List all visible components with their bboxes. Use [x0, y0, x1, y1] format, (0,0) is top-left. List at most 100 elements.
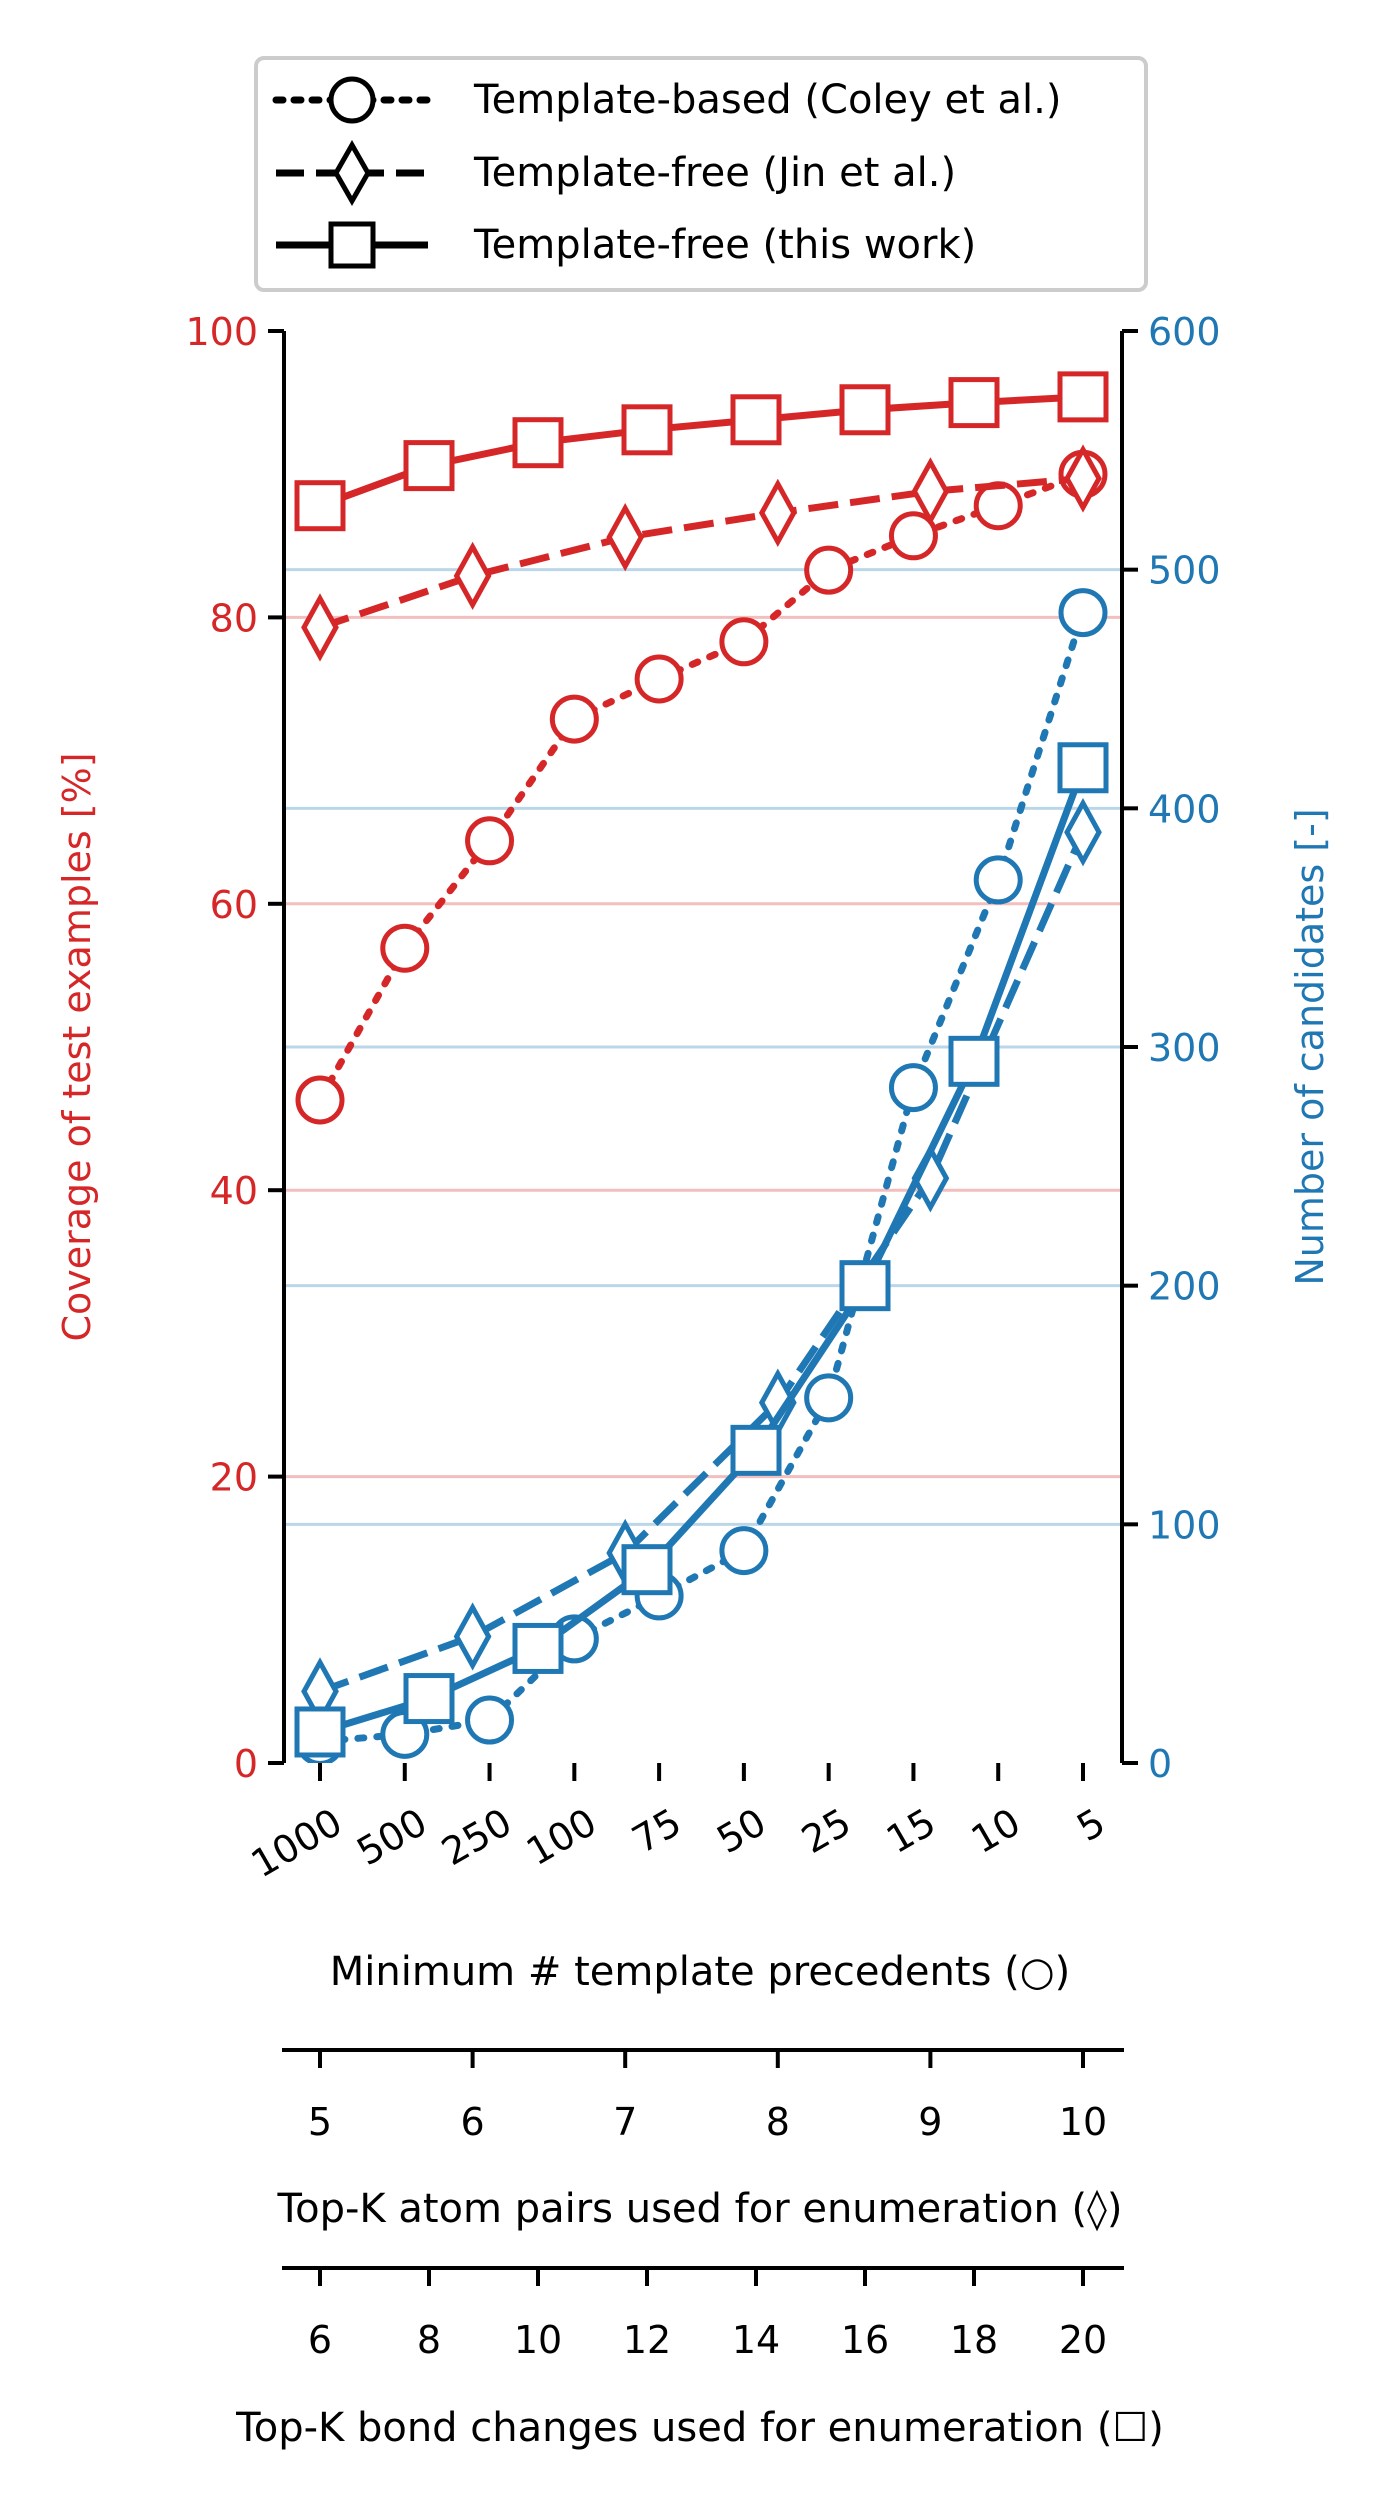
bond-changes-tick-label: 8	[417, 2318, 441, 2362]
right-tick-label: 300	[1148, 1026, 1221, 1070]
series-circle-candidates	[295, 588, 1108, 1763]
bond-changes-tick-label: 12	[623, 2318, 671, 2362]
series-line-candidates	[318, 830, 1087, 1695]
template-precedents-axis-title: Minimum # template precedents (○)	[330, 1949, 1070, 1995]
right-tick-label: 600	[1148, 310, 1221, 354]
square-data-point	[1057, 742, 1109, 794]
left-tick-label: 60	[210, 883, 258, 927]
legend-entry-template-based: Template-based (Coley et al.)	[272, 76, 1061, 124]
left-tick-label: 80	[210, 596, 258, 640]
square-data-point	[948, 377, 1000, 429]
legend-label-template-based: Template-based (Coley et al.)	[473, 77, 1061, 123]
diamond-data-point	[606, 503, 645, 572]
atom-pairs-tick-label: 9	[918, 2100, 942, 2144]
circle-data-point	[295, 1075, 345, 1125]
legend-square-marker	[328, 221, 376, 269]
right-tick-label: 0	[1148, 1742, 1172, 1786]
right-axis-title: Number of candidates [-]	[1288, 808, 1332, 1285]
legend-diamond-marker	[333, 139, 371, 207]
circle-data-point	[1058, 588, 1108, 638]
precedents-tick-label: 100	[519, 1800, 604, 1874]
square-data-point	[512, 1622, 564, 1674]
precedents-tick-label: 500	[349, 1800, 434, 1874]
series-diamond-candidates	[301, 798, 1102, 1726]
bond-changes-axis-title: Top-K bond changes used for enumeration …	[235, 2405, 1164, 2451]
series-circle-coverage	[295, 449, 1108, 1125]
square-data-point	[621, 1544, 673, 1596]
series-line-coverage	[318, 475, 1084, 631]
circle-data-point	[973, 855, 1023, 905]
square-data-point	[730, 394, 782, 446]
grid	[284, 568, 1122, 1526]
precedents-tick-label: 15	[879, 1800, 943, 1862]
series-line-coverage	[316, 470, 1087, 1104]
circle-data-point	[804, 1373, 854, 1423]
series-diamond-coverage	[301, 444, 1102, 662]
bond-changes-tick-label: 20	[1059, 2318, 1107, 2362]
precedents-tick-label: 25	[794, 1800, 858, 1862]
bond-changes-tick-label: 14	[732, 2318, 780, 2362]
legend-label-template-free-jin: Template-free (Jin et al.)	[473, 150, 956, 196]
circle-data-point	[719, 617, 769, 667]
square-data-point	[1057, 371, 1109, 423]
circle-data-point	[888, 511, 938, 561]
bond-changes-tick-label: 10	[514, 2318, 562, 2362]
legend-entry-template-free-jin: Template-free (Jin et al.)	[276, 139, 956, 207]
atom-pairs-tick-label: 7	[613, 2100, 637, 2144]
left-tick-label: 100	[185, 310, 258, 354]
square-data-point	[294, 480, 346, 532]
square-data-point	[839, 1260, 891, 1312]
left-tick-label: 40	[210, 1169, 258, 1213]
precedents-tick-label: 75	[625, 1800, 689, 1862]
precedents-tick-label: 1000	[244, 1800, 350, 1886]
diamond-data-point	[301, 593, 339, 662]
left-tick-label: 0	[234, 1742, 258, 1786]
series-line-candidates	[318, 766, 1087, 1736]
right-tick-label: 500	[1148, 549, 1221, 593]
square-data-point	[403, 1673, 455, 1725]
square-data-point	[403, 440, 455, 492]
left-axis-title: Coverage of test examples [%]	[55, 752, 99, 1341]
legend-entry-template-free-this-work: Template-free (this work)	[276, 221, 976, 269]
circle-data-point	[888, 1063, 938, 1113]
bond-changes-tick-label: 18	[950, 2318, 998, 2362]
circle-data-point	[719, 1526, 769, 1576]
right-tick-label: 100	[1148, 1503, 1221, 1547]
circle-data-point	[549, 694, 599, 744]
atom-pairs-tick-label: 8	[766, 2100, 790, 2144]
square-data-point	[621, 404, 673, 456]
series-square-candidates	[294, 742, 1109, 1758]
square-data-point	[948, 1035, 1000, 1087]
circle-data-point	[380, 923, 430, 973]
bond-changes-tick-label: 16	[841, 2318, 889, 2362]
series-line-candidates	[316, 609, 1087, 1746]
diamond-data-point	[911, 457, 950, 526]
right-tick-label: 200	[1148, 1265, 1221, 1309]
square-data-point	[512, 417, 564, 469]
atom-pairs-tick-label: 5	[308, 2100, 332, 2144]
circle-data-point	[634, 654, 684, 704]
series-square-coverage	[294, 371, 1109, 532]
atom-pairs-tick-label: 10	[1059, 2100, 1107, 2144]
right-tick-label: 400	[1148, 787, 1221, 831]
circle-data-point	[804, 545, 854, 595]
precedents-tick-label: 5	[1070, 1800, 1113, 1850]
legend: Template-based (Coley et al.) Template-f…	[254, 56, 1148, 292]
square-data-point	[294, 1706, 346, 1758]
diamond-data-point	[1064, 798, 1102, 867]
square-data-point	[730, 1424, 782, 1476]
precedents-tick-label: 250	[434, 1800, 519, 1874]
precedents-tick-label: 10	[964, 1800, 1028, 1862]
diamond-data-point	[453, 541, 492, 611]
circle-data-point	[465, 1695, 515, 1745]
circle-data-point	[465, 816, 515, 866]
atom-pairs-tick-label: 6	[461, 2100, 485, 2144]
square-data-point	[839, 384, 891, 436]
legend-frame	[254, 56, 1148, 292]
legend-circle-marker	[328, 76, 376, 124]
atom-pairs-axis-title: Top-K atom pairs used for enumeration (◊…	[276, 2186, 1122, 2232]
left-tick-label: 20	[210, 1456, 258, 1500]
bond-changes-tick-label: 6	[308, 2318, 332, 2362]
legend-label-template-free-this-work: Template-free (this work)	[473, 222, 976, 268]
